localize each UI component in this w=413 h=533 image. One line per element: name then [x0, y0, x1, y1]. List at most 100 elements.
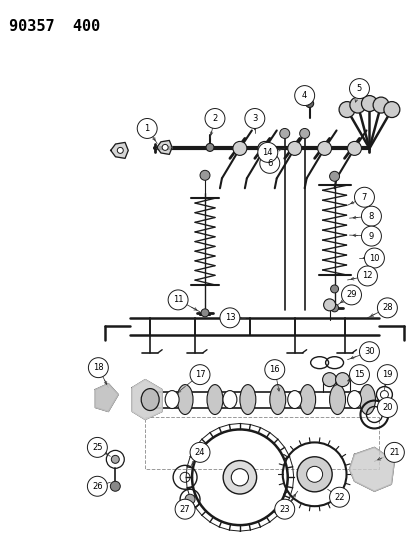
- Circle shape: [223, 461, 256, 494]
- Circle shape: [168, 290, 188, 310]
- Circle shape: [299, 128, 309, 139]
- Text: 26: 26: [92, 482, 102, 491]
- Text: 2: 2: [212, 114, 217, 123]
- Circle shape: [279, 128, 289, 139]
- Text: 19: 19: [381, 370, 392, 379]
- Circle shape: [306, 466, 322, 482]
- Circle shape: [117, 148, 123, 154]
- Text: 11: 11: [173, 295, 183, 304]
- Circle shape: [206, 143, 214, 151]
- Circle shape: [363, 248, 384, 268]
- Circle shape: [175, 499, 195, 519]
- Text: 15: 15: [354, 370, 364, 379]
- Text: 6: 6: [266, 159, 272, 168]
- Text: 24: 24: [194, 448, 205, 457]
- Polygon shape: [349, 447, 394, 491]
- Circle shape: [204, 109, 224, 128]
- Text: 8: 8: [368, 212, 373, 221]
- Text: 27: 27: [179, 505, 190, 514]
- Circle shape: [190, 365, 209, 385]
- Circle shape: [257, 141, 271, 156]
- Circle shape: [305, 100, 313, 108]
- Text: 25: 25: [92, 443, 102, 452]
- Text: 14: 14: [262, 148, 273, 157]
- Ellipse shape: [177, 385, 192, 415]
- Ellipse shape: [329, 385, 345, 415]
- Text: 21: 21: [388, 448, 399, 457]
- Circle shape: [111, 455, 119, 463]
- Circle shape: [199, 171, 209, 180]
- Circle shape: [341, 285, 361, 305]
- Circle shape: [349, 79, 368, 99]
- Circle shape: [322, 373, 336, 386]
- Circle shape: [357, 266, 377, 286]
- Circle shape: [162, 144, 168, 150]
- Circle shape: [377, 365, 396, 385]
- Circle shape: [383, 102, 399, 118]
- Circle shape: [377, 298, 396, 318]
- Text: 17: 17: [194, 370, 205, 379]
- Text: 12: 12: [361, 271, 372, 280]
- Text: 90357  400: 90357 400: [9, 19, 100, 34]
- Text: 22: 22: [333, 492, 344, 502]
- Ellipse shape: [206, 385, 223, 415]
- Circle shape: [372, 97, 388, 113]
- Circle shape: [354, 187, 373, 207]
- Circle shape: [264, 360, 284, 379]
- Circle shape: [349, 365, 368, 385]
- Circle shape: [330, 285, 338, 293]
- Ellipse shape: [269, 385, 285, 415]
- Circle shape: [233, 141, 246, 156]
- Text: 7: 7: [361, 193, 366, 201]
- Circle shape: [317, 141, 331, 156]
- Circle shape: [323, 299, 335, 311]
- Circle shape: [349, 97, 365, 113]
- Circle shape: [88, 358, 108, 377]
- Ellipse shape: [358, 385, 375, 415]
- Ellipse shape: [223, 391, 236, 408]
- Bar: [145, 417, 378, 470]
- Ellipse shape: [299, 385, 315, 415]
- Circle shape: [190, 442, 209, 462]
- Circle shape: [358, 342, 378, 362]
- Circle shape: [347, 141, 361, 156]
- Circle shape: [201, 309, 209, 317]
- Text: 23: 23: [279, 505, 290, 514]
- Text: 13: 13: [224, 313, 235, 322]
- Circle shape: [185, 494, 195, 504]
- Circle shape: [361, 95, 377, 111]
- Text: 20: 20: [381, 403, 392, 412]
- Circle shape: [330, 304, 338, 312]
- Polygon shape: [157, 140, 172, 155]
- Circle shape: [361, 206, 380, 226]
- Circle shape: [377, 398, 396, 417]
- Circle shape: [335, 373, 349, 386]
- Circle shape: [259, 154, 279, 173]
- Text: 3: 3: [252, 114, 257, 123]
- Circle shape: [87, 438, 107, 457]
- Text: 30: 30: [363, 347, 374, 356]
- Ellipse shape: [287, 391, 301, 408]
- Circle shape: [219, 308, 239, 328]
- Circle shape: [361, 226, 380, 246]
- Ellipse shape: [141, 389, 159, 410]
- Circle shape: [338, 102, 354, 118]
- Circle shape: [384, 442, 404, 462]
- Text: 18: 18: [93, 363, 103, 372]
- Polygon shape: [95, 384, 118, 411]
- Ellipse shape: [165, 391, 179, 408]
- Circle shape: [329, 171, 339, 181]
- Text: 4: 4: [301, 91, 306, 100]
- Circle shape: [287, 141, 301, 156]
- Circle shape: [87, 477, 107, 496]
- Circle shape: [297, 457, 331, 492]
- Circle shape: [257, 142, 277, 163]
- Ellipse shape: [239, 385, 255, 415]
- Circle shape: [137, 118, 157, 139]
- Text: 9: 9: [368, 232, 373, 240]
- Ellipse shape: [347, 391, 361, 408]
- Circle shape: [244, 109, 264, 128]
- Circle shape: [274, 499, 294, 519]
- Polygon shape: [132, 379, 162, 419]
- Circle shape: [110, 481, 120, 491]
